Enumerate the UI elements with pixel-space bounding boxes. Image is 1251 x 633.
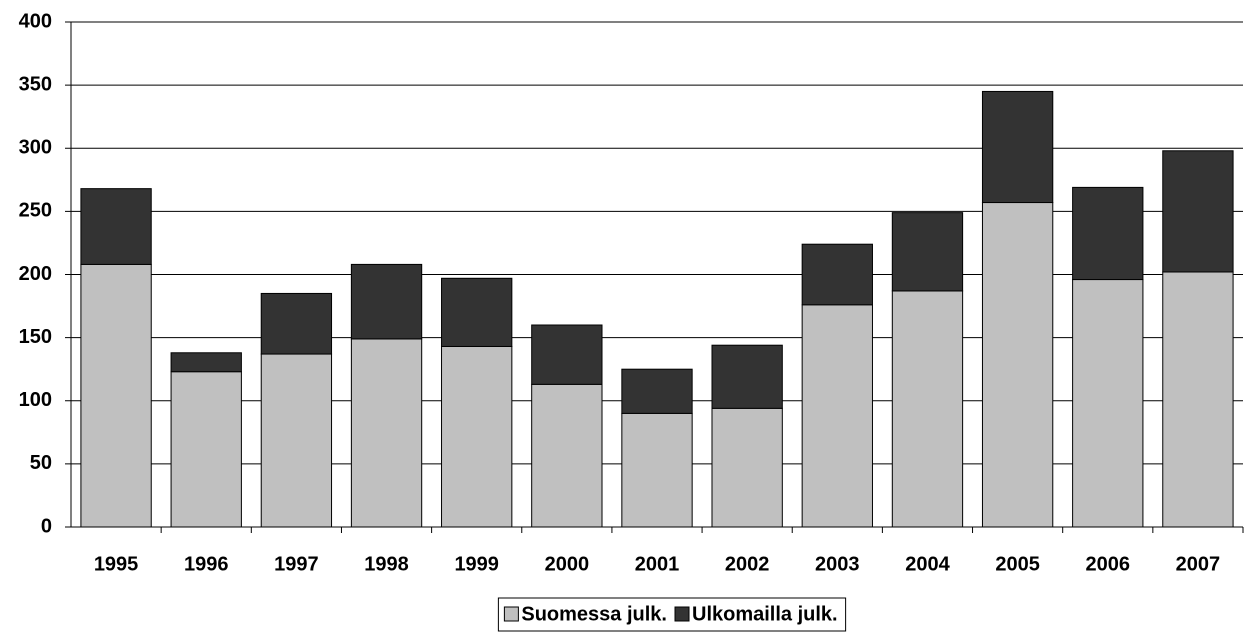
legend-swatch [503,606,519,622]
bar-segment [801,304,873,528]
bar-segment [441,345,513,528]
bar-segment [621,412,693,528]
bar-segment [981,90,1054,204]
bar-segment [801,243,873,306]
x-tick-label: 1996 [184,553,229,575]
x-tick-label: 2006 [1086,553,1131,575]
bar-segment [531,324,603,385]
x-tick-label: 2000 [545,553,590,575]
y-tick-label: 250 [19,200,52,222]
y-tick-label: 300 [19,137,52,159]
y-tick-label: 0 [41,515,52,537]
bar-segment [350,338,423,528]
legend-label: Ulkomailla julk. [692,603,838,625]
bar-segment [1072,186,1144,281]
bar-segment [350,263,423,340]
bar-segment [260,292,333,355]
y-tick-label: 100 [19,389,52,411]
y-tick-label: 400 [19,10,52,32]
x-tick-label: 2004 [905,553,950,575]
x-tick-label: 1999 [454,553,499,575]
x-tick-label: 1998 [364,553,409,575]
x-tick-label: 2002 [725,553,770,575]
x-tick-label: 2007 [1176,553,1221,575]
y-tick-label: 150 [19,326,52,348]
bar-segment [1072,279,1144,528]
bar-segment [441,277,513,347]
legend-box [497,597,847,632]
bar-segment [80,188,152,265]
x-tick-label: 2001 [635,553,680,575]
legend-label: Suomessa julk. [521,603,667,625]
bar-segment [621,368,693,414]
bar-segment [981,202,1054,528]
y-tick-label: 200 [19,263,52,285]
x-tick-label: 2005 [995,553,1040,575]
bar-segment [711,344,783,409]
legend-swatch [674,606,690,622]
bar-segment [170,352,242,373]
bar-segment [1162,150,1234,273]
bar-segment [711,407,783,528]
bar-segment [891,212,964,292]
bar-segment [531,383,603,528]
bar-segment [80,263,152,528]
y-tick-label: 50 [30,452,52,474]
bar-segment [891,290,964,528]
x-tick-label: 1995 [94,553,139,575]
y-tick-label: 350 [19,73,52,95]
x-tick-label: 2003 [815,553,860,575]
x-tick-label: 1997 [274,553,319,575]
bar-segment [170,371,242,528]
bar-segment [260,353,333,528]
bar-segment [1162,271,1234,528]
